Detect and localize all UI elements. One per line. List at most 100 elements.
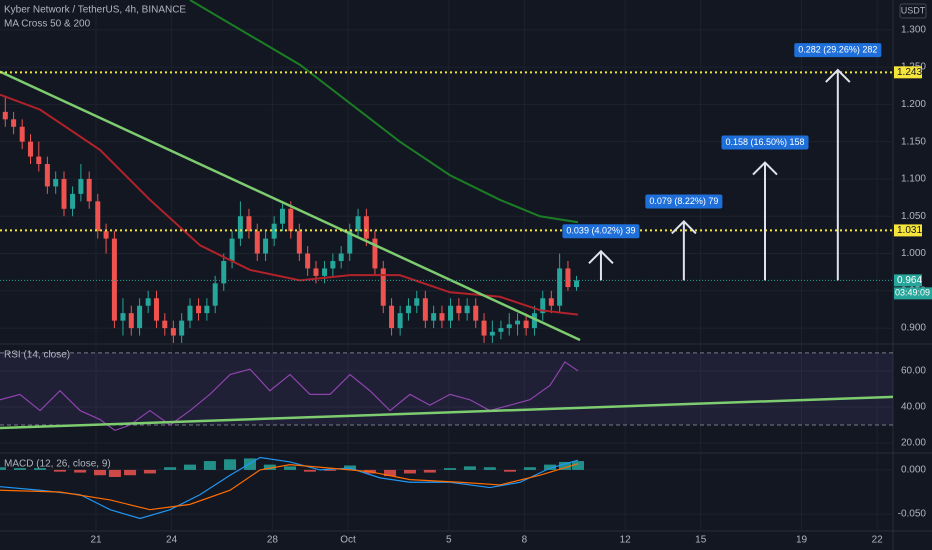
candle-body bbox=[212, 283, 218, 306]
macd-histogram-bar bbox=[53, 469, 66, 472]
candle-body bbox=[279, 208, 285, 224]
candle-body bbox=[137, 305, 143, 329]
candle-body bbox=[473, 305, 479, 321]
y-tick-label: 1.200 bbox=[901, 99, 926, 110]
series-line bbox=[0, 463, 579, 511]
macd-histogram-bar bbox=[403, 469, 416, 474]
measure-label: 0.039 (4.02%) 39 bbox=[566, 226, 635, 236]
candle-body bbox=[557, 268, 563, 306]
candle-body bbox=[44, 164, 50, 187]
candle-body bbox=[162, 320, 168, 329]
candle-body bbox=[405, 305, 411, 314]
candle-body bbox=[11, 119, 17, 127]
pane-title: Kyber Network / TetherUS, 4h, BINANCE bbox=[4, 5, 186, 16]
macd-histogram-bar bbox=[263, 464, 276, 470]
candle-body bbox=[431, 313, 437, 321]
candle-body bbox=[221, 260, 227, 284]
macd-histogram-bar bbox=[558, 461, 571, 470]
candle-body bbox=[27, 141, 33, 157]
measure-label-bg bbox=[562, 224, 640, 239]
candle-body bbox=[397, 313, 403, 329]
measure-label-bg bbox=[721, 135, 809, 150]
countdown-bg bbox=[894, 287, 932, 300]
macd-histogram-bar bbox=[284, 466, 297, 470]
y-tick-label: 0.900 bbox=[901, 323, 926, 334]
x-tick-label: 19 bbox=[796, 535, 808, 546]
series-line bbox=[0, 456, 579, 520]
candle-body bbox=[565, 268, 571, 288]
candle-body bbox=[506, 324, 512, 329]
series-line bbox=[189, 0, 579, 224]
candle-body bbox=[322, 268, 328, 276]
candle-body bbox=[187, 305, 193, 321]
candle-body bbox=[464, 305, 470, 314]
level-axis-label: 1.243 bbox=[897, 67, 922, 78]
candle-body bbox=[179, 320, 185, 336]
candle-body bbox=[330, 260, 336, 269]
macd-histogram-bar bbox=[164, 467, 177, 470]
candle-body bbox=[439, 313, 445, 321]
macd-histogram-bar bbox=[13, 468, 26, 470]
candle-body bbox=[78, 178, 84, 194]
measure-label: 0.158 (16.50%) 158 bbox=[725, 137, 804, 147]
candle-body bbox=[313, 268, 319, 276]
macd-histogram-bar bbox=[463, 466, 476, 470]
measure-label-bg bbox=[645, 194, 723, 209]
candle-body bbox=[355, 216, 361, 232]
y-tick-label: 1.050 bbox=[901, 211, 926, 222]
x-tick-label: Oct bbox=[340, 535, 356, 546]
y-tick-label: -0.050 bbox=[898, 509, 927, 520]
x-tick-label: 22 bbox=[872, 535, 884, 546]
candle-body bbox=[70, 193, 76, 209]
candle-body bbox=[61, 178, 67, 209]
last-price-label-bg bbox=[894, 274, 922, 287]
macd-histogram-bar bbox=[224, 459, 237, 470]
candle-body bbox=[120, 313, 126, 321]
trendline bbox=[0, 395, 893, 430]
candle-body bbox=[95, 201, 101, 232]
candle-body bbox=[448, 305, 454, 321]
macd-histogram-bar bbox=[384, 469, 397, 477]
y-tick-label: 1.100 bbox=[901, 174, 926, 185]
measure-arrowhead bbox=[825, 68, 851, 83]
candle-body bbox=[36, 156, 42, 165]
candle-body bbox=[347, 231, 353, 254]
level-axis-label-bg bbox=[894, 66, 922, 79]
candle-body bbox=[515, 320, 521, 325]
macd-histogram-bar bbox=[108, 469, 121, 477]
measure-label: 0.282 (29.26%) 282 bbox=[798, 44, 877, 54]
candle-body bbox=[86, 178, 92, 202]
y-tick-label: 0.000 bbox=[901, 465, 926, 476]
currency-box bbox=[899, 3, 927, 19]
indicator-label: MA Cross 50 & 200 bbox=[4, 19, 91, 30]
candle-body bbox=[389, 305, 395, 329]
candle-body bbox=[540, 298, 546, 314]
candle-body bbox=[489, 331, 495, 336]
candle-body bbox=[196, 305, 202, 314]
x-tick-label: 21 bbox=[90, 535, 102, 546]
candle-body bbox=[153, 298, 159, 321]
x-tick-label: 28 bbox=[267, 535, 279, 546]
countdown: 03:49:09 bbox=[895, 288, 930, 298]
macd-histogram-bar bbox=[544, 464, 557, 470]
candle-body bbox=[103, 231, 109, 239]
x-tick-label: 15 bbox=[695, 535, 707, 546]
level-axis-label-bg bbox=[894, 224, 922, 237]
candle-body bbox=[548, 298, 554, 306]
x-tick-label: 24 bbox=[166, 535, 178, 546]
macd-histogram-bar bbox=[444, 468, 457, 470]
macd-histogram-bar bbox=[143, 469, 156, 474]
level-axis-label: 1.031 bbox=[897, 225, 922, 236]
candle-body bbox=[523, 320, 529, 329]
candle-body bbox=[338, 253, 344, 261]
measure-arrowhead bbox=[588, 249, 614, 264]
candle-body bbox=[288, 208, 294, 232]
candle-body bbox=[456, 305, 462, 314]
currency-label: USDT bbox=[901, 5, 926, 15]
candle-body bbox=[53, 178, 59, 187]
y-tick-label: 1.000 bbox=[901, 248, 926, 259]
measure-arrowhead bbox=[752, 161, 778, 176]
candle-body bbox=[574, 280, 580, 288]
macd-histogram-bar bbox=[483, 467, 496, 470]
rsi-band-fill bbox=[0, 352, 893, 425]
